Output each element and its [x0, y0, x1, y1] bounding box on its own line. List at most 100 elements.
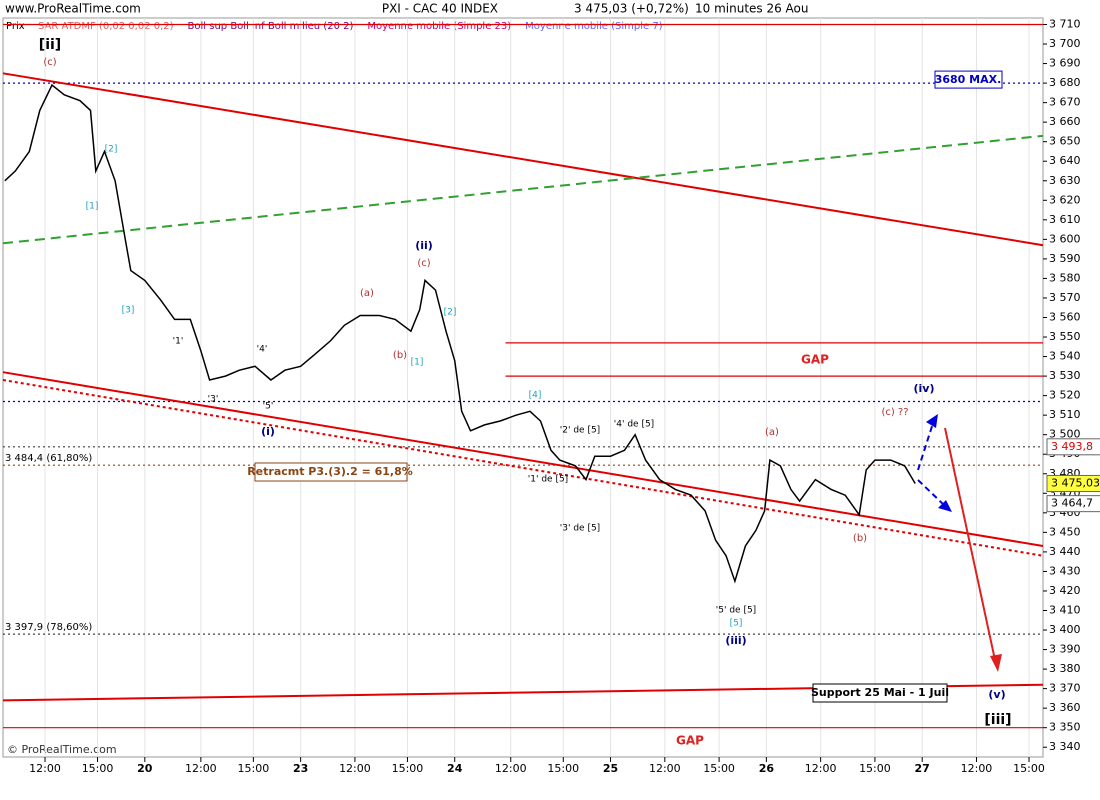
y-tick-label: 3 350	[1049, 721, 1081, 734]
annotation: [5]	[730, 619, 743, 629]
annotation: '5'	[263, 402, 274, 412]
y-tick-label: 3 560	[1049, 310, 1081, 323]
y-tick-label: 3 700	[1049, 37, 1081, 50]
annotation: '2' de [5]	[560, 426, 600, 436]
level-box	[934, 70, 1003, 89]
legend-entry: Moyenne mobile (Simple 7)	[525, 21, 663, 32]
annotation: (i)	[261, 425, 275, 438]
y-tick-label: 3 390	[1049, 643, 1081, 656]
price-tag	[1046, 438, 1100, 456]
x-tick-label: 25	[603, 762, 618, 775]
annotation: '4' de [5]	[614, 420, 654, 430]
annotation: (a)	[765, 427, 779, 438]
annotation: [1]	[411, 358, 424, 368]
x-tick-label: 20	[137, 762, 153, 775]
title: PXI - CAC 40 INDEX	[382, 2, 498, 16]
annotation: (c) ??	[881, 407, 908, 418]
trendline	[2, 134, 1044, 245]
x-tick-label: 15:00	[1013, 762, 1045, 775]
y-tick-label: 3 360	[1049, 701, 1081, 714]
period: 10 minutes 26 Aou	[695, 2, 809, 16]
y-tick-label: 3 590	[1049, 252, 1081, 265]
y-tick-label: 3 570	[1049, 291, 1081, 304]
y-tick-label: 3 420	[1049, 584, 1081, 597]
x-tick-label: 24	[447, 762, 463, 775]
level-label: 3 397,9 (78,60%)	[5, 622, 92, 633]
level-label: 3 484,4 (61,80%)	[5, 453, 92, 464]
legend-entry: Boll sup Boll inf Boll milieu (20 2)	[188, 21, 354, 32]
x-tick-label: 12:00	[961, 762, 993, 775]
arrow	[944, 427, 996, 661]
y-tick-label: 3 550	[1049, 330, 1081, 343]
annotation: '1' de [5]	[528, 475, 568, 485]
arrow-head	[926, 414, 938, 428]
x-tick-label: 12:00	[805, 762, 837, 775]
y-tick-label: 3 670	[1049, 96, 1081, 109]
y-tick-label: 3 540	[1049, 350, 1081, 363]
y-tick-label: 3 580	[1049, 271, 1081, 284]
annotation: [iii]	[984, 712, 1011, 728]
annotation: '3'	[208, 395, 219, 405]
arrow-head	[938, 500, 952, 512]
y-tick-label: 3 380	[1049, 662, 1081, 675]
price-tag-label: 3 475,03	[1051, 476, 1100, 489]
y-tick-label: 3 400	[1049, 623, 1081, 636]
y-tick-label: 3 680	[1049, 76, 1081, 89]
trendline	[2, 379, 1044, 557]
price-tag	[1046, 495, 1100, 513]
trendline	[2, 72, 1044, 247]
legend-entry: SAR ATDMF (0,02 0,02 0,2)	[38, 21, 174, 32]
annotation: [3]	[122, 306, 135, 316]
arrow	[917, 419, 935, 471]
y-tick-label: 3 610	[1049, 213, 1081, 226]
y-tick-label: 3 370	[1049, 682, 1081, 695]
x-tick-label: 26	[759, 762, 775, 775]
x-tick-label: 15:00	[238, 762, 270, 775]
annotation: (ii)	[415, 239, 433, 252]
annotation: (iii)	[725, 634, 746, 647]
annotation: Retracmt P3.(3).2 = 61,8%	[247, 465, 413, 478]
footer: © ProRealTime.com	[7, 743, 117, 756]
x-tick-label: 27	[915, 762, 930, 775]
x-tick-label: 15:00	[392, 762, 424, 775]
level-label: 3680 MAX.	[935, 73, 1002, 86]
annotation: '1'	[173, 337, 184, 347]
annotation-box	[812, 683, 948, 703]
legend-entry: Moyenne mobile (Simple 23)	[367, 21, 511, 32]
annotation: GAP	[801, 353, 829, 367]
annotation: GAP	[676, 734, 704, 748]
annotation: '3' de [5]	[560, 524, 600, 534]
x-tick-label: 12:00	[185, 762, 217, 775]
annotation: [ii]	[39, 37, 61, 53]
y-tick-label: 3 430	[1049, 564, 1081, 577]
y-tick-label: 3 340	[1049, 740, 1081, 753]
price-tag	[1046, 474, 1100, 492]
site: www.ProRealTime.com	[5, 2, 141, 16]
y-tick-label: 3 600	[1049, 232, 1081, 245]
price-tag-label: 3 464,7	[1051, 497, 1093, 510]
x-tick-label: 23	[293, 762, 308, 775]
y-tick-label: 3 530	[1049, 369, 1081, 382]
annotation: (c)	[43, 57, 56, 68]
x-tick-label: 15:00	[703, 762, 735, 775]
annotation: (c)	[417, 258, 430, 269]
annotation: [2]	[105, 145, 118, 155]
arrow	[917, 479, 945, 506]
y-tick-label: 3 440	[1049, 545, 1081, 558]
annotation: (iv)	[914, 382, 935, 395]
price-tag-label: 3 493,8	[1051, 440, 1093, 453]
y-tick-label: 3 520	[1049, 389, 1081, 402]
price-line	[4, 83, 916, 584]
x-tick-label: 15:00	[547, 762, 579, 775]
x-tick-label: 12:00	[29, 762, 61, 775]
annotation: [4]	[529, 391, 542, 401]
y-tick-label: 3 500	[1049, 428, 1081, 441]
price: 3 475,03 (+0,72%)	[574, 2, 689, 16]
y-tick-label: 3 660	[1049, 115, 1081, 128]
arrow-head	[990, 654, 1002, 672]
annotation-box	[254, 462, 408, 482]
annotation: (b)	[393, 350, 407, 361]
annotation: [1]	[86, 202, 99, 212]
arrows	[917, 414, 1002, 672]
